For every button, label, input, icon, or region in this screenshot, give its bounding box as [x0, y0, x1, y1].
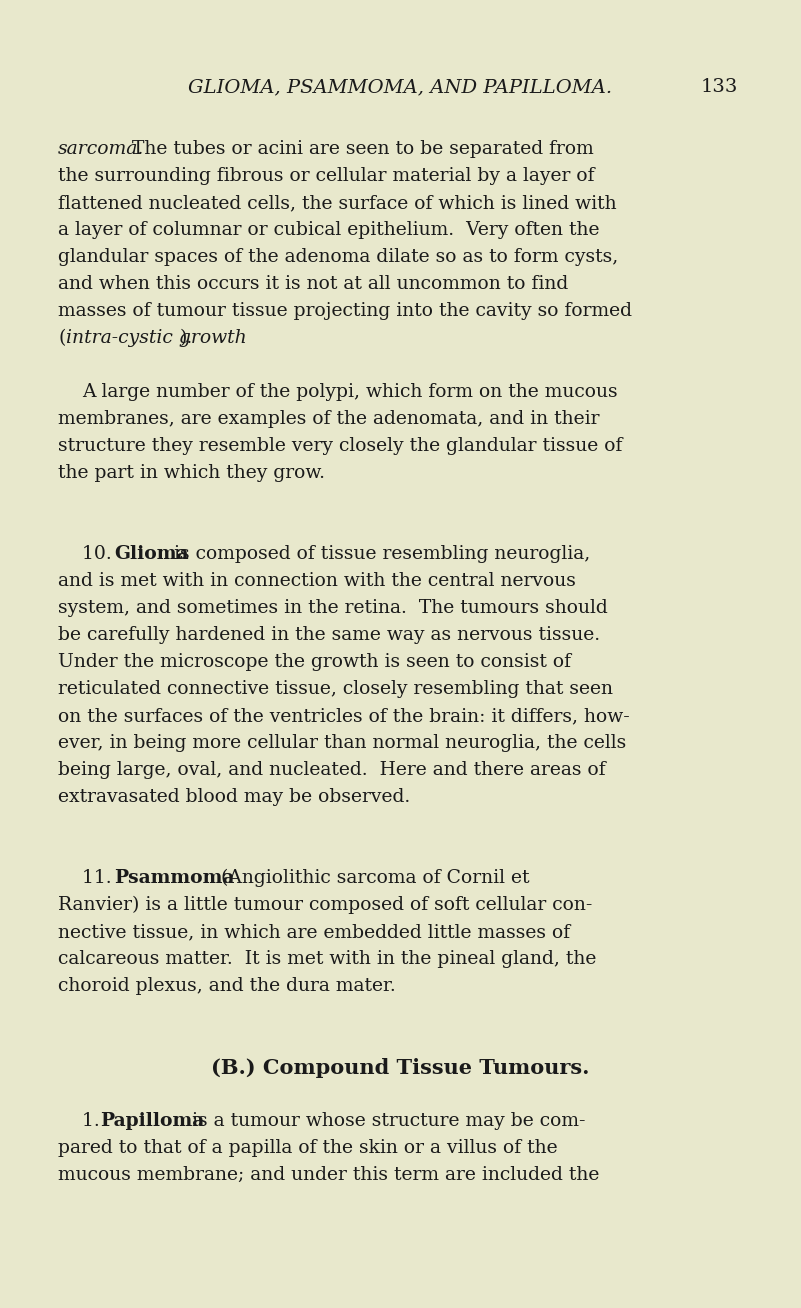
Text: system, and sometimes in the retina.  The tumours should: system, and sometimes in the retina. The…: [58, 599, 608, 617]
Text: 133: 133: [701, 78, 738, 95]
Text: The tubes or acini are seen to be separated from: The tubes or acini are seen to be separa…: [120, 140, 594, 158]
Text: the surrounding fibrous or cellular material by a layer of: the surrounding fibrous or cellular mate…: [58, 167, 594, 184]
Text: 11.: 11.: [82, 869, 118, 887]
Text: (Angiolithic sarcoma of Cornil et: (Angiolithic sarcoma of Cornil et: [215, 869, 529, 887]
Text: and when this occurs it is not at all uncommon to find: and when this occurs it is not at all un…: [58, 275, 568, 293]
Text: on the surfaces of the ventricles of the brain: it differs, how-: on the surfaces of the ventricles of the…: [58, 708, 630, 725]
Text: glandular spaces of the adenoma dilate so as to form cysts,: glandular spaces of the adenoma dilate s…: [58, 249, 618, 266]
Text: Psammoma: Psammoma: [114, 869, 235, 887]
Text: choroid plexus, and the dura mater.: choroid plexus, and the dura mater.: [58, 977, 396, 995]
Text: intra-cystic growth: intra-cystic growth: [66, 330, 247, 347]
Text: Glioma: Glioma: [114, 545, 188, 562]
Text: reticulated connective tissue, closely resembling that seen: reticulated connective tissue, closely r…: [58, 680, 613, 698]
Text: ever, in being more cellular than normal neuroglia, the cells: ever, in being more cellular than normal…: [58, 734, 626, 752]
Text: a layer of columnar or cubical epithelium.  Very often the: a layer of columnar or cubical epitheliu…: [58, 221, 599, 239]
Text: ).: ).: [180, 330, 193, 347]
Text: be carefully hardened in the same way as nervous tissue.: be carefully hardened in the same way as…: [58, 627, 600, 644]
Text: flattened nucleated cells, the surface of which is lined with: flattened nucleated cells, the surface o…: [58, 194, 617, 212]
Text: nective tissue, in which are embedded little masses of: nective tissue, in which are embedded li…: [58, 923, 570, 940]
Text: 1.: 1.: [82, 1112, 106, 1130]
Text: pared to that of a papilla of the skin or a villus of the: pared to that of a papilla of the skin o…: [58, 1139, 557, 1158]
Text: the part in which they grow.: the part in which they grow.: [58, 464, 325, 483]
Text: and is met with in connection with the central nervous: and is met with in connection with the c…: [58, 572, 576, 590]
Text: being large, oval, and nucleated.  Here and there areas of: being large, oval, and nucleated. Here a…: [58, 761, 606, 780]
Text: is composed of tissue resembling neuroglia,: is composed of tissue resembling neurogl…: [168, 545, 590, 562]
Text: extravasated blood may be observed.: extravasated blood may be observed.: [58, 787, 410, 806]
Text: mucous membrane; and under this term are included the: mucous membrane; and under this term are…: [58, 1165, 599, 1184]
Text: structure they resemble very closely the glandular tissue of: structure they resemble very closely the…: [58, 437, 622, 455]
Text: membranes, are examples of the adenomata, and in their: membranes, are examples of the adenomata…: [58, 409, 599, 428]
Text: (: (: [58, 330, 66, 347]
Text: sarcoma.: sarcoma.: [58, 140, 144, 158]
Text: is a tumour whose structure may be com-: is a tumour whose structure may be com-: [186, 1112, 586, 1130]
Text: Papilloma: Papilloma: [100, 1112, 204, 1130]
Text: masses of tumour tissue projecting into the cavity so formed: masses of tumour tissue projecting into …: [58, 302, 632, 320]
Text: 10.: 10.: [82, 545, 118, 562]
Text: Under the microscope the growth is seen to consist of: Under the microscope the growth is seen …: [58, 653, 571, 671]
Text: A large number of the polypi, which form on the mucous: A large number of the polypi, which form…: [82, 383, 618, 402]
Text: GLIOMA, PSAMMOMA, AND PAPILLOMA.: GLIOMA, PSAMMOMA, AND PAPILLOMA.: [188, 78, 612, 95]
Text: (B.) Compound Tissue Tumours.: (B.) Compound Tissue Tumours.: [211, 1058, 590, 1078]
Text: calcareous matter.  It is met with in the pineal gland, the: calcareous matter. It is met with in the…: [58, 950, 597, 968]
Text: Ranvier) is a little tumour composed of soft cellular con-: Ranvier) is a little tumour composed of …: [58, 896, 593, 914]
